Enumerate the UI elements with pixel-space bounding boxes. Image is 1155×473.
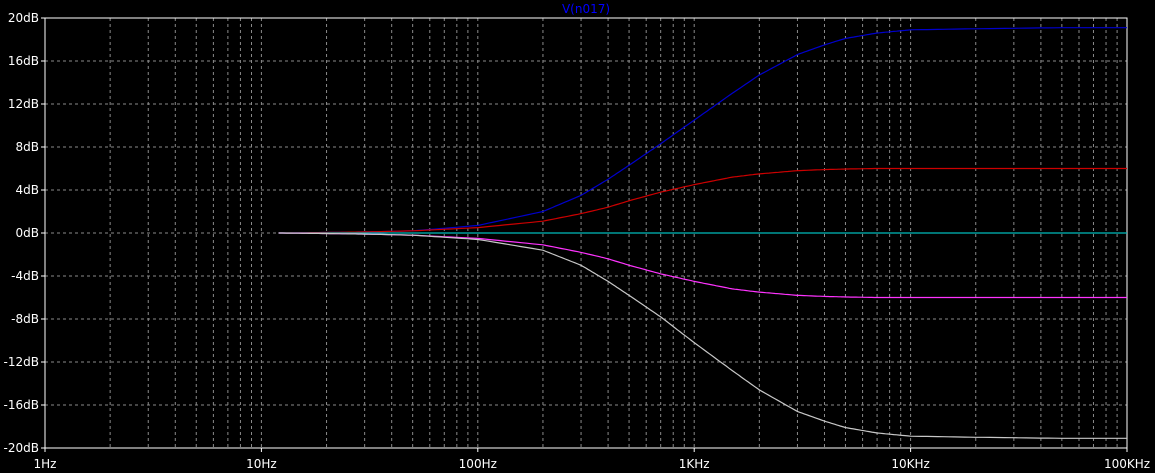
y-tick-label: 16dB xyxy=(8,54,39,68)
x-tick-label: 100KHz xyxy=(1104,457,1150,471)
y-tick-label: 0dB xyxy=(16,226,39,240)
y-tick-labels: 20dB 16dB 12dB 8dB 4dB 0dB -4dB -8dB -12dB -16dB -… xyxy=(4,11,45,455)
x-tick-label: 10KHz xyxy=(891,457,929,471)
y-tick-label: -20dB xyxy=(4,441,39,455)
series-line-5 xyxy=(278,232,1127,439)
y-tick-label: 20dB xyxy=(8,11,39,25)
series-line-1 xyxy=(278,27,1127,234)
x-tick-label: 1KHz xyxy=(679,457,710,471)
y-tick-label: -4dB xyxy=(11,269,39,283)
x-tick-label: 1Hz xyxy=(34,457,57,471)
series-line-2 xyxy=(278,167,1127,234)
series-group xyxy=(278,27,1127,439)
x-tick-label: 100Hz xyxy=(459,457,497,471)
y-tick-label: -16dB xyxy=(4,398,39,412)
y-tick-label: -8dB xyxy=(11,312,39,326)
y-tick-label: 8dB xyxy=(16,140,39,154)
chart-title: V(n017) xyxy=(562,2,610,16)
y-tick-label: -12dB xyxy=(4,355,39,369)
y-tick-label: 12dB xyxy=(8,97,39,111)
x-tick-labels: 1Hz 10Hz 100Hz 1KHz 10KHz 100KHz xyxy=(34,448,1150,471)
y-tick-label: 4dB xyxy=(16,183,39,197)
x-tick-label: 10Hz xyxy=(246,457,277,471)
